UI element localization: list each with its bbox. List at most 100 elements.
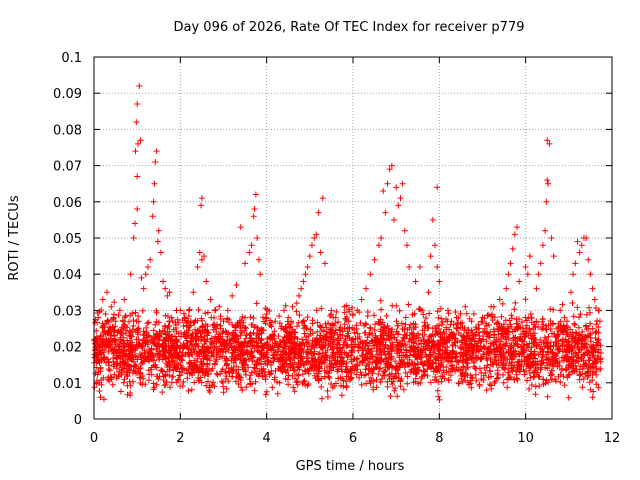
data-point bbox=[341, 303, 348, 310]
data-point bbox=[216, 303, 223, 310]
data-point bbox=[578, 242, 585, 249]
data-point bbox=[185, 307, 192, 314]
data-point bbox=[144, 263, 151, 270]
data-point bbox=[401, 227, 408, 234]
data-point bbox=[254, 235, 261, 241]
data-point bbox=[147, 256, 154, 263]
data-point bbox=[296, 292, 303, 299]
data-point bbox=[514, 224, 521, 231]
data-point bbox=[503, 285, 510, 292]
data-point bbox=[233, 282, 240, 289]
data-point bbox=[543, 198, 550, 205]
data-point bbox=[164, 292, 171, 299]
data-point bbox=[242, 260, 249, 267]
x-tick-label: 12 bbox=[604, 431, 621, 446]
data-point bbox=[380, 187, 387, 194]
data-point bbox=[507, 260, 514, 267]
data-point bbox=[304, 263, 311, 270]
x-tick-label: 6 bbox=[349, 431, 357, 446]
data-point bbox=[522, 263, 529, 270]
data-point bbox=[561, 314, 568, 321]
data-point bbox=[132, 148, 139, 155]
data-point bbox=[198, 195, 205, 202]
data-point bbox=[168, 314, 175, 321]
data-point bbox=[246, 249, 253, 256]
data-point bbox=[328, 307, 335, 314]
data-point bbox=[153, 148, 160, 155]
y-tick-label: 0.03 bbox=[53, 304, 82, 319]
data-point bbox=[350, 311, 356, 318]
data-point bbox=[251, 206, 258, 213]
data-point bbox=[211, 307, 218, 314]
data-point bbox=[315, 209, 322, 216]
data-point bbox=[134, 173, 141, 180]
data-point bbox=[367, 271, 374, 278]
data-point bbox=[155, 227, 162, 234]
data-point bbox=[576, 249, 583, 256]
data-point bbox=[97, 394, 104, 401]
data-point bbox=[354, 307, 361, 314]
data-point bbox=[152, 158, 159, 165]
y-tick-labels: 0 0.01 0.02 0.03 0.04 0.05 0.06 0.07 0.08 0.09 0.1 bbox=[53, 51, 82, 428]
y-tick-label: 0.06 bbox=[53, 196, 82, 211]
data-point bbox=[229, 292, 236, 299]
data-point bbox=[160, 278, 167, 285]
data-point bbox=[103, 289, 110, 296]
data-point bbox=[302, 271, 309, 278]
data-point bbox=[157, 249, 164, 256]
data-point bbox=[572, 260, 579, 267]
data-point bbox=[137, 137, 144, 144]
data-point bbox=[298, 285, 305, 292]
data-point bbox=[470, 311, 477, 318]
data-point bbox=[427, 253, 434, 260]
data-point bbox=[162, 285, 169, 292]
data-point bbox=[203, 278, 210, 285]
x-tick-labels: 0 2 4 6 8 10 12 bbox=[90, 431, 620, 446]
data-point bbox=[358, 296, 365, 303]
data-point bbox=[134, 101, 141, 108]
data-point bbox=[133, 119, 140, 126]
data-point bbox=[134, 206, 141, 213]
data-point bbox=[378, 235, 385, 241]
y-tick-label: 0.1 bbox=[61, 51, 82, 66]
data-point bbox=[591, 296, 598, 303]
data-point bbox=[313, 231, 320, 238]
data-point bbox=[201, 253, 208, 260]
data-point bbox=[436, 278, 443, 285]
data-point bbox=[252, 191, 259, 198]
data-point bbox=[567, 289, 574, 296]
data-point bbox=[596, 318, 603, 325]
y-axis-label: ROTI / TECUs bbox=[7, 195, 22, 280]
scatter-series bbox=[91, 82, 603, 401]
y-tick-label: 0.09 bbox=[53, 87, 82, 102]
data-point bbox=[425, 289, 432, 296]
data-point bbox=[293, 300, 300, 307]
data-point bbox=[524, 271, 531, 278]
data-point bbox=[548, 235, 555, 241]
data-point bbox=[496, 296, 503, 303]
data-point bbox=[388, 162, 395, 169]
data-point bbox=[317, 249, 324, 256]
data-point bbox=[539, 242, 546, 249]
data-point bbox=[112, 318, 119, 325]
data-point bbox=[198, 256, 205, 263]
data-point bbox=[142, 271, 149, 278]
data-point bbox=[198, 202, 205, 209]
data-point bbox=[138, 274, 145, 281]
data-point bbox=[300, 278, 307, 285]
data-point bbox=[537, 260, 544, 267]
data-point bbox=[196, 249, 203, 256]
data-point bbox=[94, 358, 101, 365]
data-point bbox=[289, 303, 296, 310]
y-tick-label: 0.08 bbox=[53, 123, 82, 138]
data-point bbox=[371, 256, 378, 263]
data-point bbox=[220, 318, 227, 325]
data-point bbox=[596, 307, 603, 314]
x-axis-label: GPS time / hours bbox=[296, 459, 405, 474]
data-point bbox=[95, 314, 102, 321]
data-point bbox=[285, 314, 292, 321]
y-tick-label: 0.02 bbox=[53, 341, 82, 356]
data-point bbox=[546, 140, 553, 147]
data-point bbox=[91, 347, 98, 354]
